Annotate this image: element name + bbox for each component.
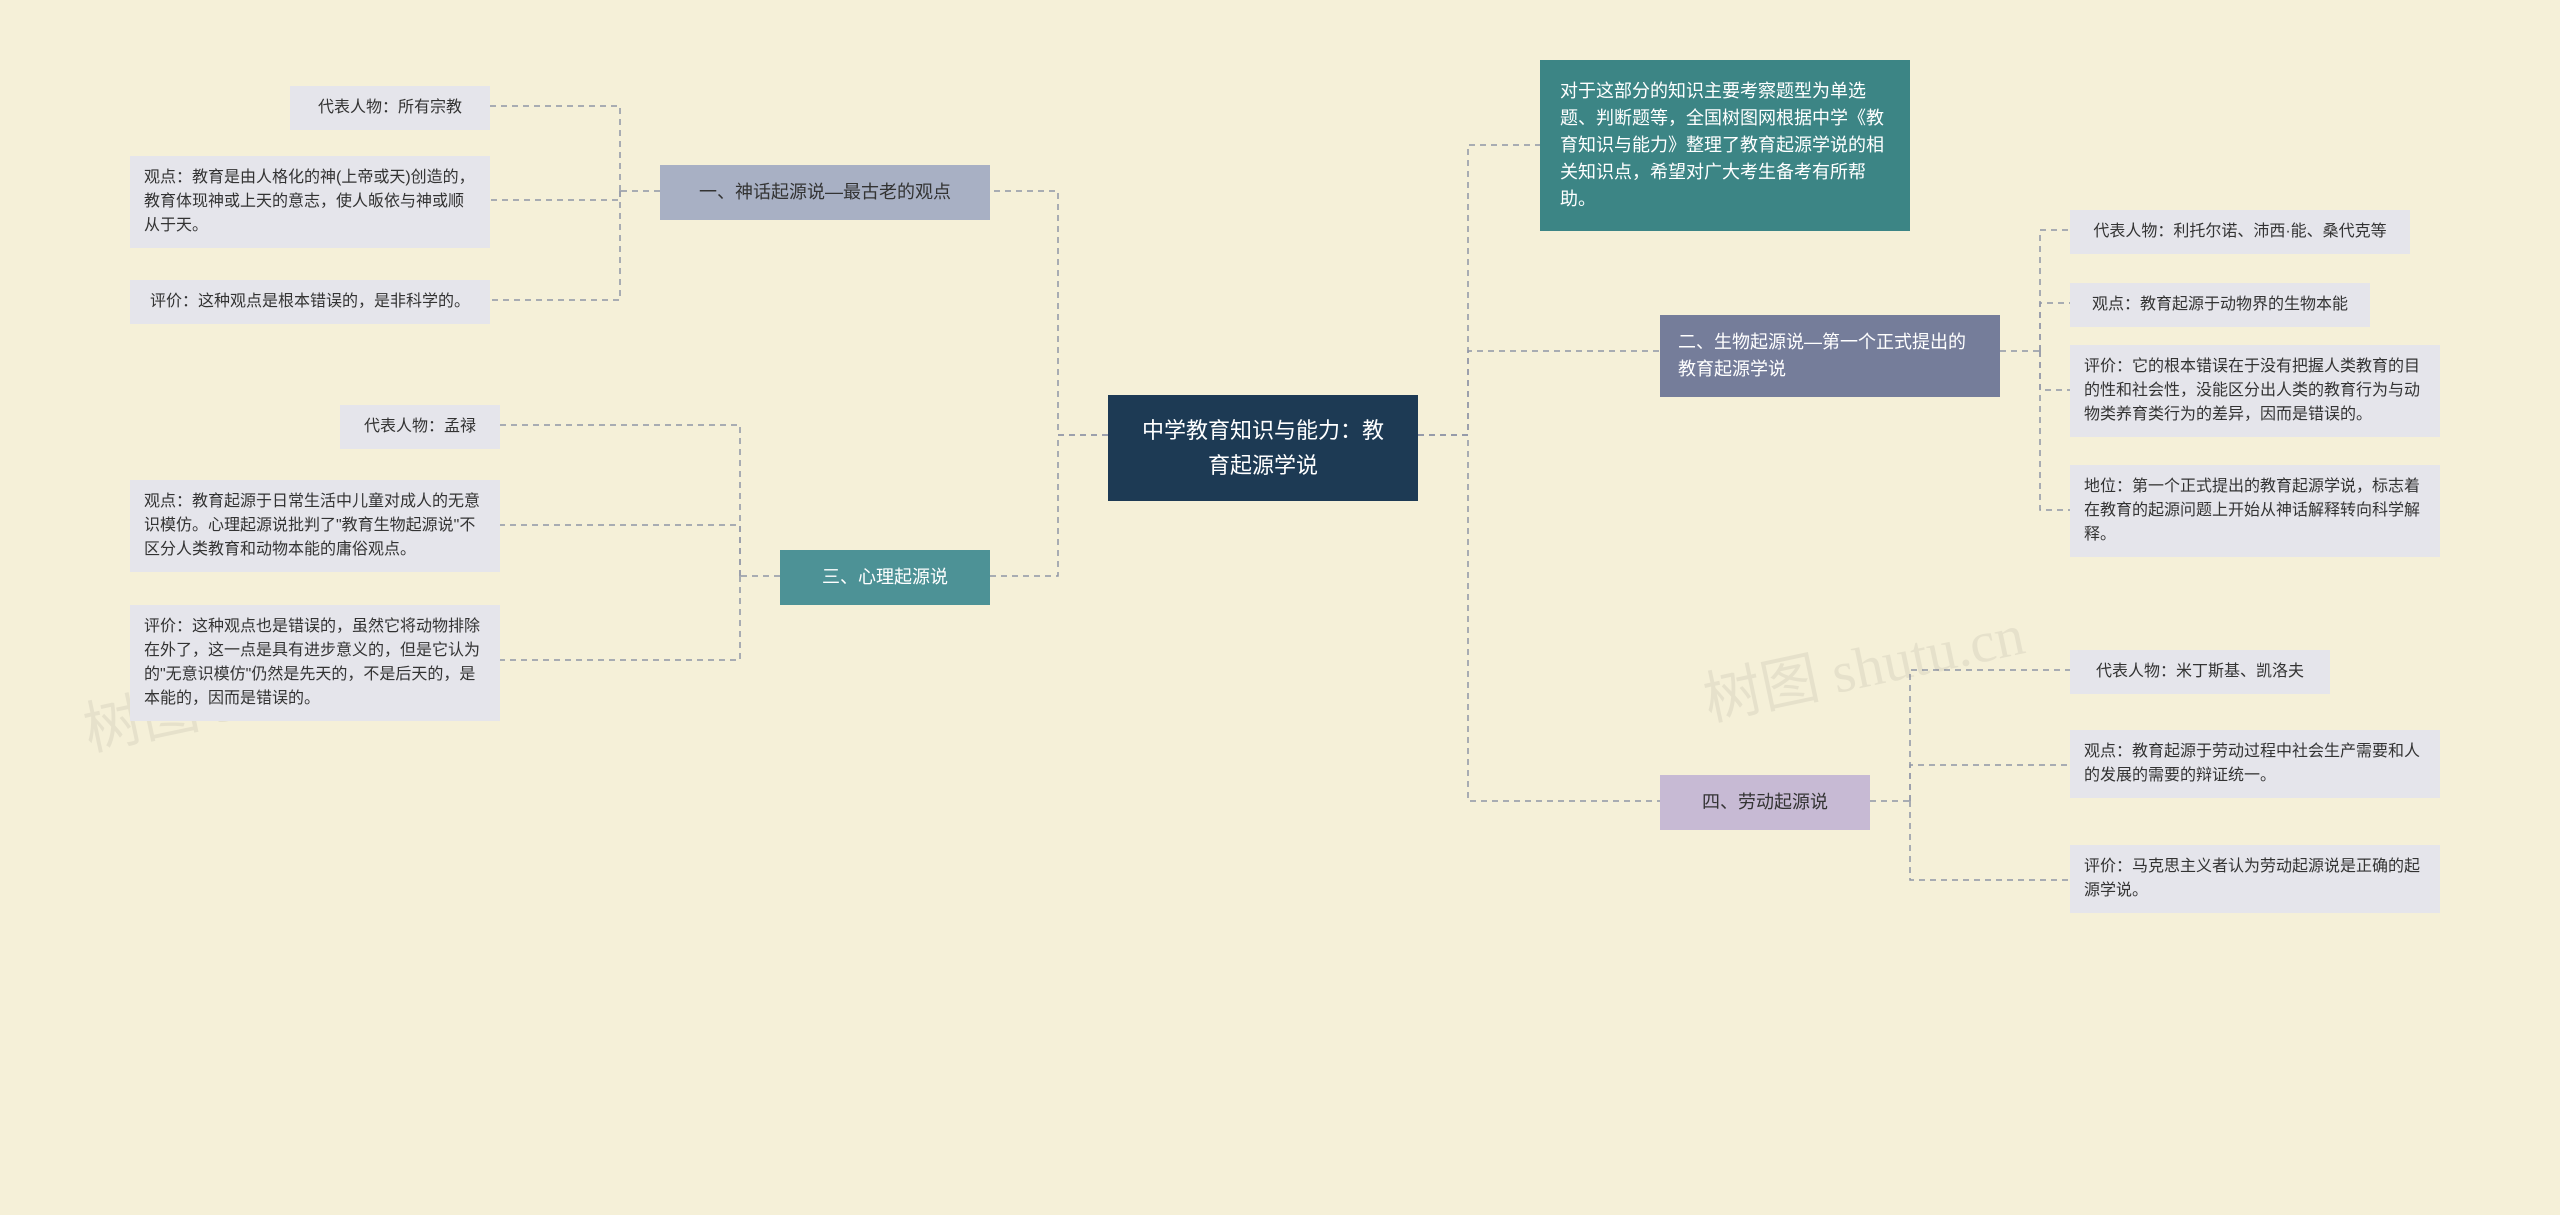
branch-biology: 二、生物起源说—第一个正式提出的教育起源学说 bbox=[1660, 315, 2000, 397]
root-node: 中学教育知识与能力：教育起源学说 bbox=[1108, 395, 1418, 501]
leaf: 代表人物：孟禄 bbox=[340, 405, 500, 449]
leaf: 评价：这种观点是根本错误的，是非科学的。 bbox=[130, 280, 490, 324]
branch-psychology: 三、心理起源说 bbox=[780, 550, 990, 605]
leaf: 代表人物：所有宗教 bbox=[290, 86, 490, 130]
branch-myth: 一、神话起源说—最古老的观点 bbox=[660, 165, 990, 220]
branch-labor: 四、劳动起源说 bbox=[1660, 775, 1870, 830]
leaf: 观点：教育起源于动物界的生物本能 bbox=[2070, 283, 2370, 327]
intro-node: 对于这部分的知识主要考察题型为单选题、判断题等，全国树图网根据中学《教育知识与能… bbox=[1540, 60, 1910, 231]
leaf: 代表人物：利托尔诺、沛西·能、桑代克等 bbox=[2070, 210, 2410, 254]
leaf: 观点：教育起源于日常生活中儿童对成人的无意识模仿。心理起源说批判了"教育生物起源… bbox=[130, 480, 500, 572]
leaf: 观点：教育起源于劳动过程中社会生产需要和人的发展的需要的辩证统一。 bbox=[2070, 730, 2440, 798]
watermark: 树图 shutu.cn bbox=[1695, 587, 2031, 737]
leaf: 地位：第一个正式提出的教育起源学说，标志着在教育的起源问题上开始从神话解释转向科… bbox=[2070, 465, 2440, 557]
leaf: 代表人物：米丁斯基、凯洛夫 bbox=[2070, 650, 2330, 694]
leaf: 评价：马克思主义者认为劳动起源说是正确的起源学说。 bbox=[2070, 845, 2440, 913]
leaf: 评价：这种观点也是错误的，虽然它将动物排除在外了，这一点是具有进步意义的，但是它… bbox=[130, 605, 500, 721]
leaf: 观点：教育是由人格化的神(上帝或天)创造的，教育体现神或上天的意志，使人皈依与神… bbox=[130, 156, 490, 248]
leaf: 评价：它的根本错误在于没有把握人类教育的目的性和社会性，没能区分出人类的教育行为… bbox=[2070, 345, 2440, 437]
